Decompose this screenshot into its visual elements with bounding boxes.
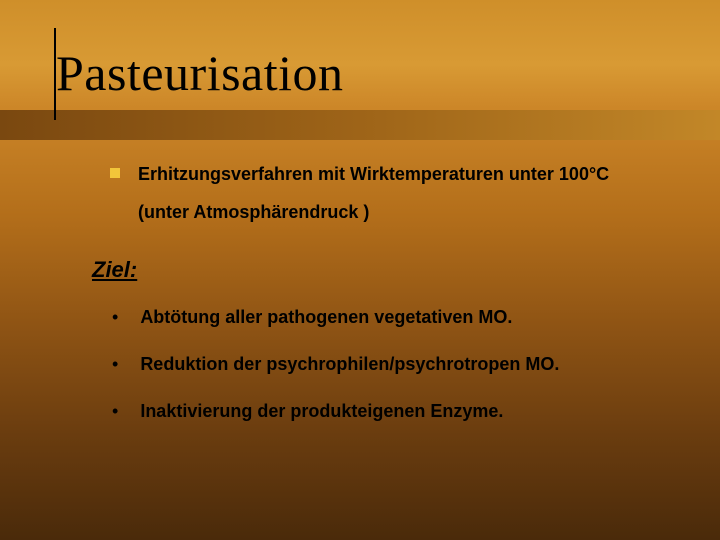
- objective-row: • Abtötung aller pathogenen vegetativen …: [110, 307, 660, 328]
- slide-title: Pasteurisation: [56, 44, 344, 102]
- content-area: Erhitzungsverfahren mit Wirktemperaturen…: [110, 162, 660, 448]
- definition-row: Erhitzungsverfahren mit Wirktemperaturen…: [110, 162, 660, 186]
- goal-heading: Ziel:: [92, 257, 660, 283]
- title-block: Pasteurisation: [56, 44, 344, 102]
- square-bullet-icon: [110, 168, 120, 178]
- definition-text-line1: Erhitzungsverfahren mit Wirktemperaturen…: [138, 162, 609, 186]
- accent-stripe: [0, 110, 720, 140]
- dot-bullet-icon: •: [112, 307, 118, 327]
- objective-row: • Reduktion der psychrophilen/psychrotro…: [110, 354, 660, 375]
- title-vertical-rule: [54, 28, 56, 120]
- objective-text: Reduktion der psychrophilen/psychrotrope…: [140, 354, 559, 375]
- dot-bullet-icon: •: [112, 401, 118, 421]
- definition-text-line2: (unter Atmosphärendruck ): [138, 202, 660, 223]
- dot-bullet-icon: •: [112, 354, 118, 374]
- objective-text: Inaktivierung der produkteigenen Enzyme.: [140, 401, 503, 422]
- objective-row: • Inaktivierung der produkteigenen Enzym…: [110, 401, 660, 422]
- objective-text: Abtötung aller pathogenen vegetativen MO…: [140, 307, 512, 328]
- slide: Pasteurisation Erhitzungsverfahren mit W…: [0, 0, 720, 540]
